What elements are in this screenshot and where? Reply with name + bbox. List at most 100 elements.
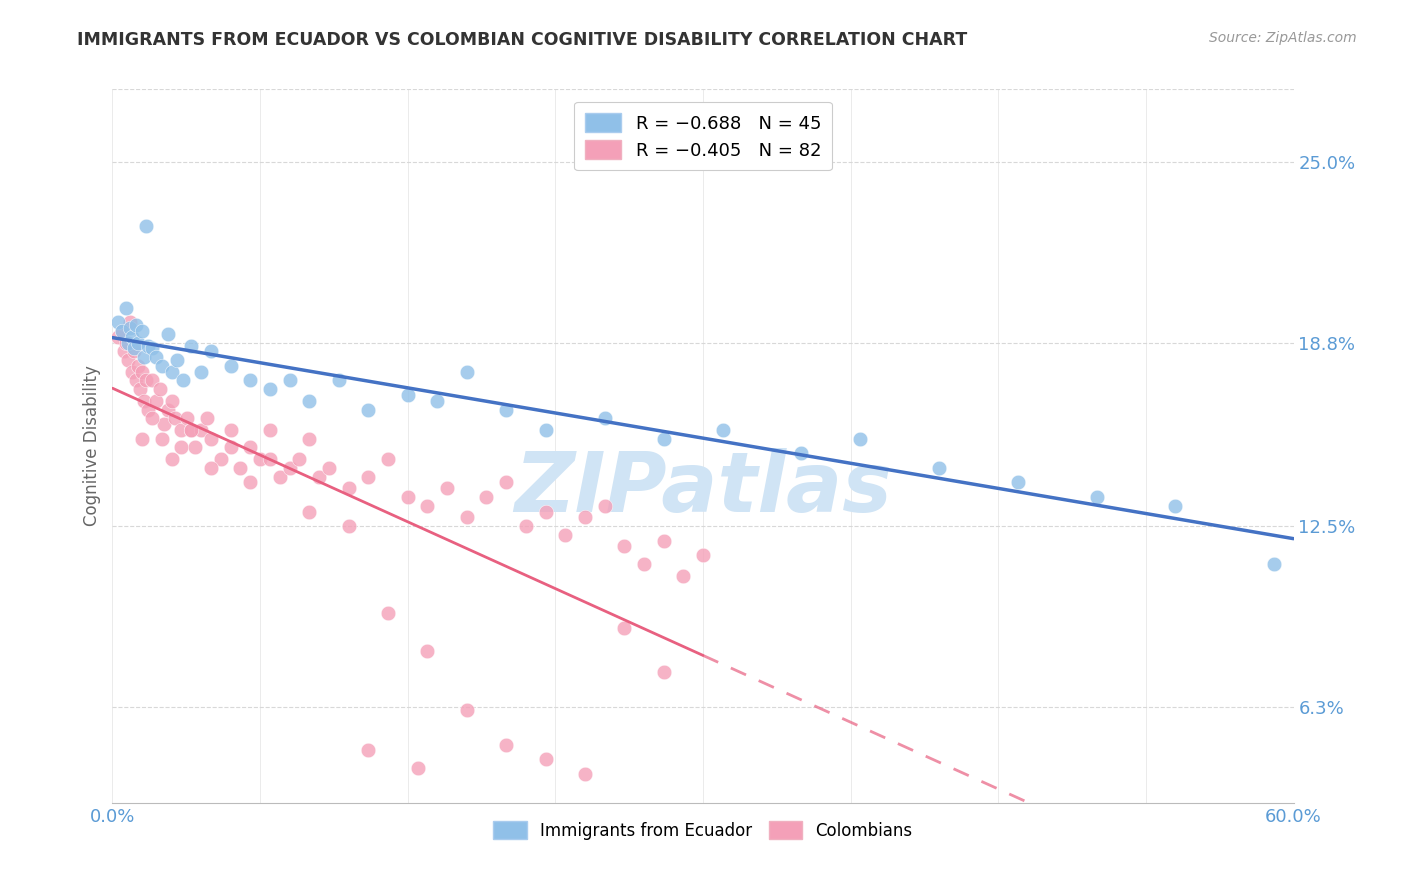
Point: [121, 365, 143, 379]
Point: [456, 703, 478, 717]
Point: [129, 382, 152, 396]
Point: [135, 219, 157, 233]
Point: [593, 411, 616, 425]
Point: [131, 432, 153, 446]
Legend: Immigrants from Ecuador, Colombians: Immigrants from Ecuador, Colombians: [485, 813, 921, 848]
Text: IMMIGRANTS FROM ECUADOR VS COLOMBIAN COGNITIVE DISABILITY CORRELATION CHART: IMMIGRANTS FROM ECUADOR VS COLOMBIAN COG…: [77, 31, 967, 49]
Point: [328, 374, 350, 388]
Point: [554, 528, 576, 542]
Point: [475, 490, 498, 504]
Point: [377, 452, 399, 467]
Point: [200, 344, 222, 359]
Point: [125, 318, 148, 332]
Point: [613, 621, 636, 635]
Point: [396, 388, 419, 402]
Point: [117, 335, 139, 350]
Point: [534, 504, 557, 518]
Point: [190, 423, 212, 437]
Point: [249, 452, 271, 467]
Point: [111, 324, 134, 338]
Point: [132, 350, 155, 364]
Point: [165, 411, 187, 425]
Point: [652, 432, 675, 446]
Point: [672, 568, 695, 582]
Point: [131, 365, 153, 379]
Point: [219, 423, 242, 437]
Point: [790, 446, 813, 460]
Point: [416, 499, 439, 513]
Point: [115, 301, 138, 315]
Point: [145, 393, 167, 408]
Point: [229, 460, 252, 475]
Point: [107, 330, 129, 344]
Point: [111, 324, 134, 338]
Point: [172, 374, 194, 388]
Point: [136, 402, 159, 417]
Point: [613, 540, 636, 554]
Point: [456, 510, 478, 524]
Point: [200, 432, 222, 446]
Point: [406, 761, 429, 775]
Point: [141, 374, 163, 388]
Point: [120, 321, 142, 335]
Point: [195, 411, 218, 425]
Point: [170, 423, 193, 437]
Point: [239, 374, 262, 388]
Point: [515, 519, 537, 533]
Point: [156, 402, 179, 417]
Point: [107, 315, 129, 329]
Point: [288, 452, 311, 467]
Point: [160, 393, 183, 408]
Point: [1263, 557, 1285, 571]
Text: ZIPatlas: ZIPatlas: [515, 449, 891, 529]
Point: [127, 335, 149, 350]
Point: [633, 557, 655, 571]
Point: [396, 490, 419, 504]
Point: [150, 432, 173, 446]
Point: [120, 315, 142, 329]
Point: [337, 481, 360, 495]
Point: [269, 469, 291, 483]
Point: [141, 342, 163, 356]
Point: [125, 374, 148, 388]
Point: [436, 481, 458, 495]
Point: [152, 417, 174, 432]
Point: [1164, 499, 1187, 513]
Point: [298, 504, 321, 518]
Point: [308, 469, 330, 483]
Point: [278, 460, 301, 475]
Point: [593, 499, 616, 513]
Point: [711, 423, 734, 437]
Point: [357, 743, 380, 757]
Point: [377, 607, 399, 621]
Point: [180, 338, 202, 352]
Point: [160, 365, 183, 379]
Point: [115, 335, 138, 350]
Point: [150, 359, 173, 373]
Point: [170, 441, 193, 455]
Point: [278, 374, 301, 388]
Point: [219, 359, 242, 373]
Point: [239, 441, 262, 455]
Point: [1007, 475, 1029, 490]
Point: [156, 326, 179, 341]
Point: [131, 324, 153, 338]
Point: [259, 382, 281, 396]
Point: [219, 441, 242, 455]
Point: [534, 752, 557, 766]
Point: [849, 432, 872, 446]
Point: [112, 344, 135, 359]
Point: [298, 393, 321, 408]
Point: [141, 411, 163, 425]
Point: [318, 460, 340, 475]
Point: [357, 402, 380, 417]
Point: [337, 519, 360, 533]
Point: [259, 452, 281, 467]
Point: [534, 423, 557, 437]
Text: Source: ZipAtlas.com: Source: ZipAtlas.com: [1209, 31, 1357, 45]
Point: [574, 766, 596, 780]
Point: [145, 350, 167, 364]
Point: [495, 738, 517, 752]
Point: [416, 644, 439, 658]
Point: [122, 344, 145, 359]
